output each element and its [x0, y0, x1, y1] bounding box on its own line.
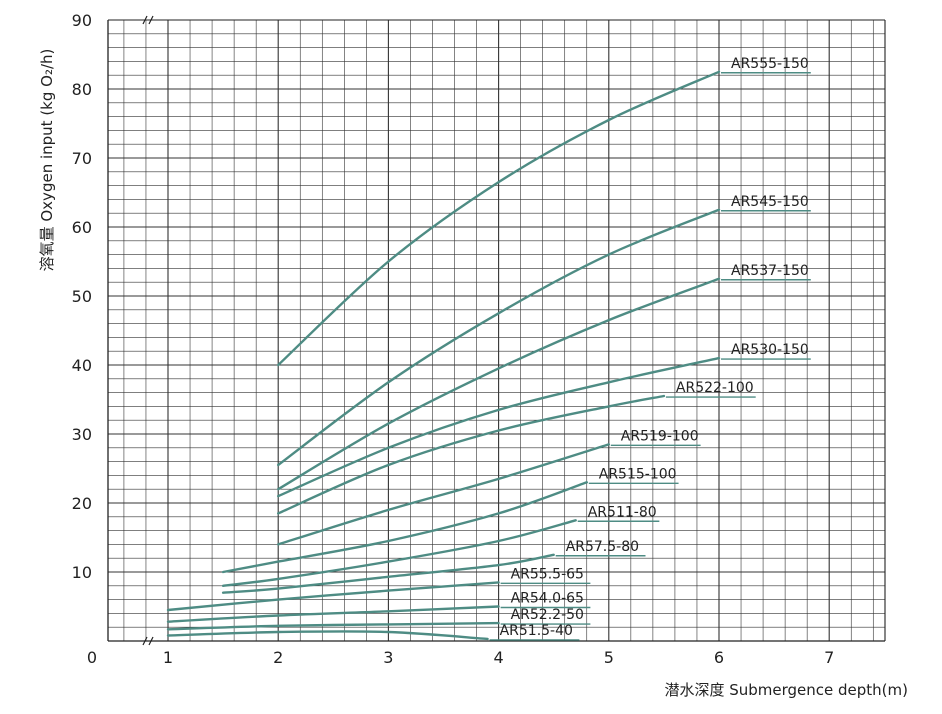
series-label: AR545-150 [731, 194, 809, 210]
series-line [221, 481, 588, 574]
series-line [221, 519, 577, 587]
y-tick-label: 40 [72, 356, 92, 375]
y-tick-label: 50 [72, 287, 92, 306]
series-label: AR511-80 [588, 504, 657, 520]
series-label: AR530-150 [731, 342, 809, 358]
y-tick-label: 70 [72, 149, 92, 168]
grid [108, 19, 885, 642]
y-tick-label: 80 [72, 80, 92, 99]
series-line [277, 394, 666, 515]
series-line [166, 621, 500, 631]
y-tick-label: 20 [72, 494, 92, 513]
axis-break-mark [148, 636, 154, 646]
series-label: AR522-100 [676, 380, 754, 396]
series-label: AR57.5-80 [566, 539, 639, 555]
y-axis-label: 溶氧量 Oxygen input (kg O₂/h) [38, 49, 56, 272]
x-tick-label: 3 [383, 648, 393, 667]
series-line [166, 630, 489, 641]
series-label: AR537-150 [731, 263, 809, 279]
axis-break-mark [142, 636, 148, 646]
series-line [166, 581, 500, 612]
series-line [221, 553, 555, 594]
series-label: AR519-100 [621, 428, 699, 444]
y-tick-label: 60 [72, 218, 92, 237]
x-axis-label: 潜水深度 Submergence depth(m) [664, 681, 908, 699]
series-line [277, 277, 721, 491]
series-line [277, 356, 721, 498]
x-tick-label: 6 [714, 648, 724, 667]
x-tick-label: 1 [163, 648, 173, 667]
axis-break-mark [142, 15, 148, 25]
series-line [277, 443, 610, 546]
series-label: AR52.2-50 [511, 607, 584, 623]
x-tick-label: 7 [824, 648, 834, 667]
series-label: AR555-150 [731, 56, 809, 72]
series-lines [166, 70, 721, 641]
x-tick-label: 5 [604, 648, 614, 667]
series-label: AR55.5-65 [511, 566, 584, 582]
axes: 10 20 30 40 50 60 70 80 90 0 1 2 3 4 5 6 7 [72, 11, 886, 667]
series-label: AR51.5-40 [500, 623, 573, 639]
y-tick-label: 90 [72, 11, 92, 30]
series-label: AR515-100 [599, 466, 677, 482]
x-tick-label: 0 [87, 648, 97, 667]
series-label: AR54.0-65 [511, 591, 584, 607]
series-line [277, 208, 721, 467]
series-line [166, 605, 500, 623]
series-line [277, 70, 721, 367]
y-tick-label: 10 [72, 563, 92, 582]
axis-break-mark [148, 15, 154, 25]
x-tick-label: 4 [494, 648, 504, 667]
x-tick-label: 2 [273, 648, 283, 667]
y-tick-label: 30 [72, 425, 92, 444]
series-labels: AR555-150 AR545-150 AR537-150 AR530-150 AR52… [489, 56, 811, 641]
